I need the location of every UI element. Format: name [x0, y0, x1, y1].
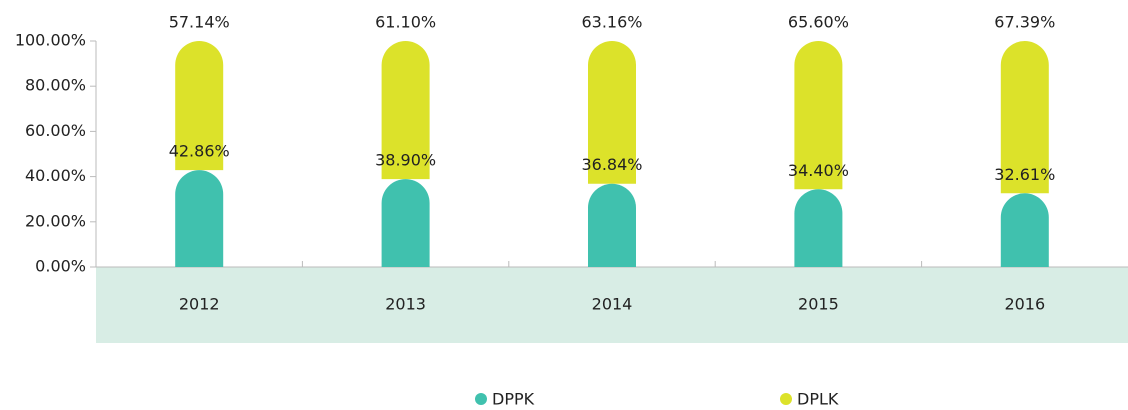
bar-segment [794, 189, 843, 267]
data-label: 38.90% [375, 151, 436, 170]
category-band [96, 267, 1128, 343]
data-label: 63.16% [581, 13, 642, 32]
legend-swatch [780, 393, 792, 405]
x-tick-label: 2012 [179, 295, 220, 314]
data-label: 57.14% [169, 13, 230, 32]
bar-segment [1000, 193, 1049, 267]
y-tick-label: 0.00% [35, 257, 86, 276]
bar-segment [381, 41, 430, 180]
y-tick-label: 40.00% [25, 166, 86, 185]
legend-label: DPLK [797, 390, 839, 409]
y-tick-label: 60.00% [25, 121, 86, 140]
data-label: 61.10% [375, 13, 436, 32]
data-label: 67.39% [994, 13, 1055, 32]
bar-segment [175, 170, 224, 267]
bar-segment [794, 41, 843, 190]
data-label: 36.84% [581, 155, 642, 174]
data-label: 34.40% [788, 161, 849, 180]
bar-segment [588, 183, 636, 267]
x-tick-label: 2015 [798, 295, 839, 314]
bar-segment [588, 41, 636, 184]
bar-segment [175, 41, 224, 171]
data-label: 65.60% [788, 13, 849, 32]
data-label: 32.61% [994, 165, 1055, 184]
bar-segment [381, 179, 430, 267]
x-tick-label: 2016 [1004, 295, 1045, 314]
y-tick-label: 80.00% [25, 76, 86, 95]
data-label: 42.86% [169, 142, 230, 161]
x-tick-label: 2014 [592, 295, 633, 314]
legend-label: DPPK [492, 390, 535, 409]
legend-swatch [475, 393, 487, 405]
y-tick-label: 100.00% [15, 31, 86, 50]
y-tick-label: 20.00% [25, 211, 86, 230]
x-tick-label: 2013 [385, 295, 426, 314]
bar-segment [1000, 40, 1049, 194]
